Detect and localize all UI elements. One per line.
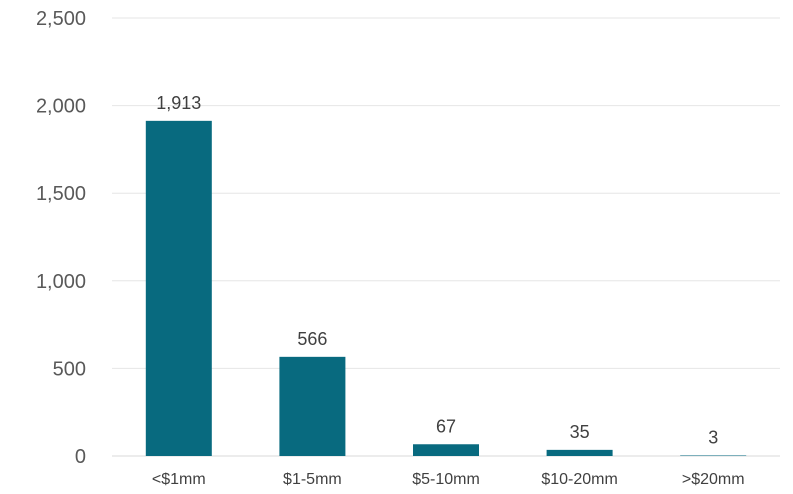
y-tick-label: 1,000 bbox=[36, 271, 86, 293]
x-tick-label: >$20mm bbox=[682, 471, 745, 488]
data-label: 3 bbox=[708, 427, 718, 447]
data-labels: 1,913 566 67 35 3 bbox=[156, 93, 718, 448]
data-label: 1,913 bbox=[156, 93, 201, 113]
x-tick-label: <$1mm bbox=[152, 471, 206, 488]
x-axis-labels: <$1mm $1-5mm $5-10mm $10-20mm >$20mm bbox=[152, 471, 745, 488]
bar bbox=[145, 120, 212, 456]
x-tick-label: $10-20mm bbox=[541, 471, 617, 488]
data-label: 566 bbox=[297, 329, 327, 349]
gridlines bbox=[112, 17, 780, 369]
y-tick-label: 0 bbox=[75, 446, 86, 468]
y-tick-label: 1,500 bbox=[36, 183, 86, 205]
bar bbox=[279, 356, 346, 456]
bars bbox=[145, 120, 747, 456]
bar bbox=[680, 455, 747, 456]
bar bbox=[546, 449, 613, 456]
data-label: 35 bbox=[570, 422, 590, 442]
x-tick-label: $1-5mm bbox=[283, 471, 342, 488]
y-tick-label: 2,000 bbox=[36, 96, 86, 118]
y-tick-label: 500 bbox=[53, 358, 86, 380]
x-tick-label: $5-10mm bbox=[412, 471, 480, 488]
y-tick-label: 2,500 bbox=[36, 8, 86, 30]
data-label: 67 bbox=[436, 416, 456, 436]
bar bbox=[413, 444, 479, 456]
y-axis-ticks: 0 500 1,000 1,500 2,000 2,500 bbox=[36, 8, 86, 468]
